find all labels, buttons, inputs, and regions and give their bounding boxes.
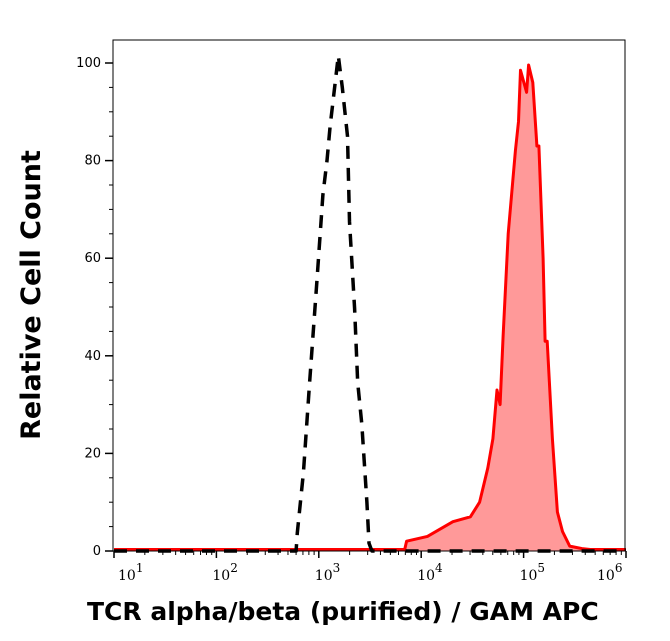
x-tick-base: 10 [118,568,136,584]
y-axis-label: Relative Cell Count [16,150,47,440]
y-tick-label: 40 [84,349,101,364]
y-tick-label: 20 [84,446,101,461]
x-tick-label: 106 [597,561,622,584]
plot-frame [112,39,626,552]
series-line-0 [114,53,626,553]
series-line-1 [114,63,626,551]
x-tick-base: 10 [520,568,538,584]
x-tick-label: 105 [520,561,545,584]
x-tick-base: 10 [212,568,230,584]
x-tick-exponent: 3 [333,561,341,575]
series-fill-1 [114,65,626,551]
x-tick-label: 103 [315,561,340,584]
x-tick-base: 10 [315,568,333,584]
x-tick-exponent: 6 [615,561,623,575]
x-tick-exponent: 2 [230,561,238,575]
series-layer [114,53,626,553]
x-tick-base: 10 [597,568,615,584]
x-axis-label: TCR alpha/beta (purified) / GAM APC [87,597,599,626]
x-tick-label: 102 [212,561,237,584]
x-tick-exponent: 1 [136,561,144,575]
y-tick-label: 100 [76,56,101,71]
x-tick-label: 104 [417,561,443,584]
y-tick-label: 0 [93,544,101,559]
x-tick-base: 10 [417,568,435,584]
x-tick-exponent: 4 [435,561,443,575]
y-tick-label: 80 [84,154,101,169]
x-tick-label: 101 [118,561,143,584]
x-tick-exponent: 5 [537,561,545,575]
y-tick-label: 60 [84,251,101,266]
